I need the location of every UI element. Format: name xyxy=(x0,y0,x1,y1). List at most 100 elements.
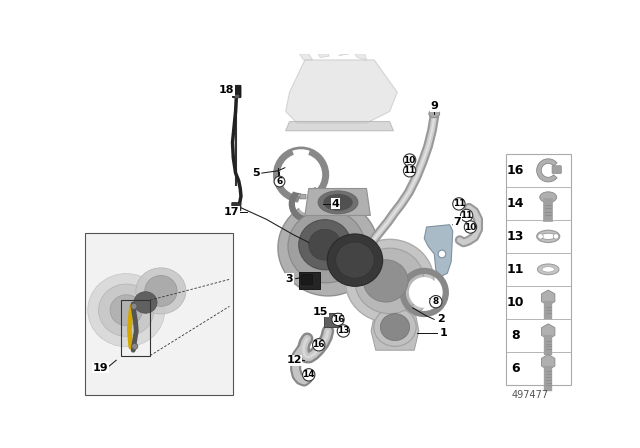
Polygon shape xyxy=(541,354,555,370)
Circle shape xyxy=(429,296,442,308)
Ellipse shape xyxy=(110,295,143,326)
Polygon shape xyxy=(371,308,419,350)
Ellipse shape xyxy=(308,229,341,260)
Bar xyxy=(121,300,150,356)
Ellipse shape xyxy=(538,264,559,275)
Ellipse shape xyxy=(355,248,424,314)
Text: 497477: 497477 xyxy=(512,390,549,400)
Polygon shape xyxy=(305,189,371,215)
Ellipse shape xyxy=(336,242,374,278)
Text: 19: 19 xyxy=(93,363,109,373)
Circle shape xyxy=(337,325,349,337)
Ellipse shape xyxy=(380,314,410,340)
Ellipse shape xyxy=(364,260,408,302)
Circle shape xyxy=(332,313,344,326)
Text: 6: 6 xyxy=(511,362,520,375)
Polygon shape xyxy=(355,54,367,60)
Ellipse shape xyxy=(278,200,378,296)
Text: 11: 11 xyxy=(460,211,473,220)
Ellipse shape xyxy=(318,191,358,214)
Wedge shape xyxy=(292,149,310,175)
Text: 10: 10 xyxy=(506,296,524,309)
Circle shape xyxy=(464,221,477,233)
Text: 10: 10 xyxy=(403,155,416,164)
Ellipse shape xyxy=(323,194,353,211)
Text: 8: 8 xyxy=(433,297,439,306)
Ellipse shape xyxy=(134,292,157,313)
Text: 18: 18 xyxy=(219,85,234,95)
Ellipse shape xyxy=(88,274,164,347)
Text: 16: 16 xyxy=(332,315,344,324)
Ellipse shape xyxy=(542,267,554,272)
Text: 11: 11 xyxy=(452,199,465,208)
Text: 12: 12 xyxy=(286,355,302,365)
Text: 13: 13 xyxy=(506,230,524,243)
FancyBboxPatch shape xyxy=(299,272,319,289)
Circle shape xyxy=(403,165,416,177)
Ellipse shape xyxy=(136,268,186,314)
Text: 15: 15 xyxy=(312,307,328,317)
Polygon shape xyxy=(300,54,312,60)
Text: 10: 10 xyxy=(464,223,477,232)
Circle shape xyxy=(538,234,543,239)
Ellipse shape xyxy=(288,210,365,283)
Text: 7: 7 xyxy=(454,217,461,227)
Text: 5: 5 xyxy=(252,168,259,178)
Circle shape xyxy=(409,277,440,308)
Text: 3: 3 xyxy=(285,274,293,284)
FancyBboxPatch shape xyxy=(552,166,561,173)
Polygon shape xyxy=(424,225,452,277)
Circle shape xyxy=(283,156,319,193)
FancyBboxPatch shape xyxy=(232,202,241,211)
Circle shape xyxy=(460,209,473,222)
Polygon shape xyxy=(541,290,555,306)
Circle shape xyxy=(274,176,285,187)
Polygon shape xyxy=(285,121,394,131)
Polygon shape xyxy=(318,54,330,58)
Text: 17: 17 xyxy=(224,207,239,217)
Text: 13: 13 xyxy=(337,327,349,336)
Ellipse shape xyxy=(540,192,557,202)
Polygon shape xyxy=(285,60,397,123)
FancyBboxPatch shape xyxy=(301,274,312,284)
Ellipse shape xyxy=(374,308,416,346)
Text: 14: 14 xyxy=(506,197,524,210)
Circle shape xyxy=(132,343,138,349)
Ellipse shape xyxy=(429,110,440,118)
Polygon shape xyxy=(541,324,555,339)
Circle shape xyxy=(438,250,446,258)
Wedge shape xyxy=(294,157,308,175)
Circle shape xyxy=(298,195,316,213)
Text: 6: 6 xyxy=(276,177,283,186)
Polygon shape xyxy=(339,54,349,55)
Circle shape xyxy=(312,339,325,351)
FancyBboxPatch shape xyxy=(300,194,306,199)
Text: 9: 9 xyxy=(430,101,438,111)
Ellipse shape xyxy=(327,234,383,286)
Bar xyxy=(86,233,234,395)
Ellipse shape xyxy=(346,239,434,323)
Text: 11: 11 xyxy=(506,263,524,276)
Ellipse shape xyxy=(299,220,351,270)
Text: 2: 2 xyxy=(437,314,445,324)
Circle shape xyxy=(553,234,559,239)
Ellipse shape xyxy=(541,233,556,239)
FancyBboxPatch shape xyxy=(324,313,341,327)
Ellipse shape xyxy=(145,276,177,306)
Circle shape xyxy=(303,369,315,381)
Circle shape xyxy=(403,154,416,166)
Text: 11: 11 xyxy=(403,166,416,175)
Text: 16: 16 xyxy=(506,164,524,177)
Ellipse shape xyxy=(99,284,154,336)
Text: 16: 16 xyxy=(312,340,325,349)
Text: 1: 1 xyxy=(440,328,447,338)
Ellipse shape xyxy=(537,230,560,242)
Text: 8: 8 xyxy=(511,329,520,342)
Text: 14: 14 xyxy=(303,370,315,379)
Text: 4: 4 xyxy=(332,199,340,209)
Circle shape xyxy=(452,198,465,210)
Circle shape xyxy=(131,303,137,310)
Bar xyxy=(506,154,572,385)
Wedge shape xyxy=(537,159,557,182)
FancyBboxPatch shape xyxy=(232,85,241,98)
